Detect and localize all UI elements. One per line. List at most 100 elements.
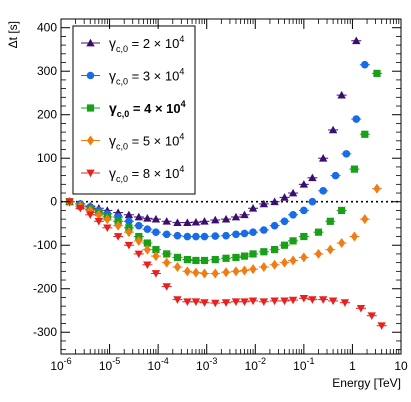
data-point [280,297,289,306]
data-point [356,304,366,313]
data-point [211,299,220,308]
data-point [163,250,171,258]
y-tick-label: 200 [37,108,57,122]
data-point [300,252,308,263]
data-point [271,259,279,270]
data-point [308,173,317,182]
data-point [135,221,143,230]
data-point [249,228,257,236]
data-point [248,297,258,306]
data-point [222,231,230,240]
data-point [331,171,340,180]
data-point [352,36,361,45]
data-point [280,193,289,201]
data-point [173,218,182,226]
series-4 [64,183,382,279]
x-tick-label: 10-2 [245,356,266,373]
data-point [143,244,151,255]
data-point [211,255,219,264]
data-point [134,212,144,221]
data-point [162,283,171,291]
data-point [163,257,171,268]
data-point [289,237,297,245]
data-point [143,225,152,233]
legend-marker [86,135,95,146]
data-point [183,266,191,277]
data-point [260,248,268,256]
data-point [280,241,289,249]
data-point [211,232,220,240]
data-point [288,296,298,305]
axes: -300 -200 -100 0 100 200 300 400 10-6 10-5 10-4 10-… [33,18,408,373]
data-point [240,210,249,219]
legend-label: γc,0 = 5 × 104 [109,132,184,152]
legend-marker [86,104,95,112]
data-point [124,241,134,250]
data-point [232,230,240,239]
data-point [191,298,201,306]
data-point [135,235,143,246]
data-point [143,214,152,222]
data-point [308,296,317,304]
data-point [352,115,361,123]
y-tick-label: 400 [37,21,57,35]
legend-entry: γc,0 = 5 × 104 [81,132,184,152]
data-point [328,297,338,306]
data-point [326,217,334,225]
data-point [103,224,112,233]
data-point [221,214,231,223]
data-point [151,270,161,278]
data-point [183,232,192,241]
data-point [173,231,182,240]
legend-marker [86,71,95,80]
data-point [240,265,249,276]
data-point [143,261,152,270]
data-point [192,232,200,241]
data-point [200,256,209,265]
data-point [222,254,230,262]
data-point [232,266,240,277]
data-point [240,252,249,260]
y-tick-label: 0 [50,195,57,209]
data-point [152,245,160,254]
legend: γc,0 = 2 × 104 γc,0 = 3 × 104 γc,0 = 4 × 1… [72,25,196,195]
data-point [319,187,327,195]
data-point [337,90,346,99]
data-point [200,268,209,279]
legend-entry: γc,0 = 2 × 104 [81,34,184,54]
data-point [173,253,182,262]
data-point [143,239,151,247]
data-point [350,165,359,173]
data-markers [64,36,387,330]
data-point [338,238,346,249]
data-point [231,298,241,306]
data-point [270,197,279,206]
legend-label: γc,0 = 2 × 104 [109,34,184,54]
data-point [326,244,334,255]
data-point [152,228,160,236]
data-point [280,257,289,268]
data-point [134,250,144,259]
data-point [211,215,220,224]
data-point [125,227,133,238]
data-point [86,211,95,219]
x-tick-label: 1 [349,359,356,373]
data-point [350,231,359,242]
data-point [314,248,323,259]
data-point [318,296,328,304]
y-tick-label: 100 [37,151,57,165]
data-point [200,299,209,307]
data-point [173,296,182,304]
y-tick-label: -100 [33,238,57,252]
series-5 [64,198,387,330]
data-point [113,233,123,241]
data-point [289,210,297,219]
x-tick-label: 10-1 [293,356,314,373]
data-point [342,150,351,158]
data-point [299,180,309,188]
data-point [361,130,369,138]
data-point [270,297,279,306]
data-point [308,197,317,206]
legend-label: γc,0 = 4 × 104 [109,99,186,119]
